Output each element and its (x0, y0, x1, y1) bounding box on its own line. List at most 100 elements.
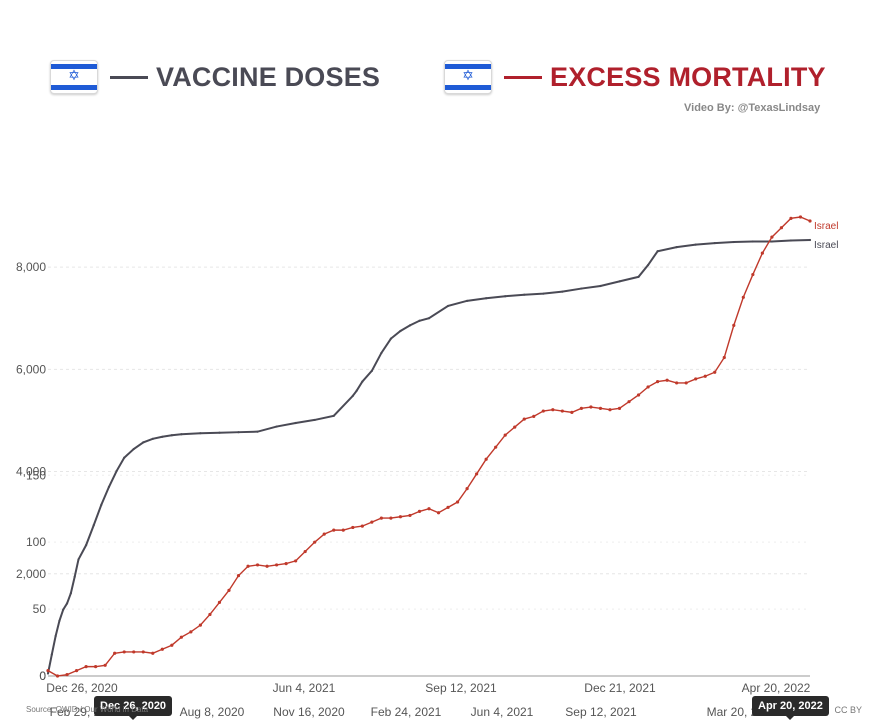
vaccine-title: VACCINE DOSES (156, 61, 381, 92)
vaccine-point (100, 503, 103, 506)
vaccine-point (713, 241, 716, 245)
vaccine-point (351, 394, 354, 397)
x-tick-label: Feb 24, 2021 (371, 705, 442, 719)
vaccine-point (675, 246, 678, 249)
mortality-point (598, 406, 603, 410)
vaccine-point (418, 319, 421, 322)
y-tick-label: 0 (39, 669, 46, 683)
x-tick-label: Jun 4, 2021 (471, 705, 534, 719)
vaccine-point (294, 421, 297, 425)
mortality-point (608, 408, 612, 412)
mortality-point (741, 295, 745, 299)
vaccine-point (504, 295, 507, 298)
mortality-point (532, 414, 536, 418)
vaccine-point (170, 434, 173, 437)
x-tick-label: Apr 20, 2022 (742, 681, 811, 695)
mortality-point (675, 381, 679, 385)
mortality-point (627, 400, 631, 404)
mortality-point (513, 425, 517, 429)
mortality-point (427, 507, 431, 511)
mortality-point (808, 219, 812, 223)
vaccine-series-line (47, 239, 811, 674)
source-note: Source: OWID / Our World in Data (26, 705, 149, 714)
vaccine-point (46, 672, 50, 675)
mortality-point (646, 385, 650, 389)
mortality-point (265, 564, 269, 568)
video-credit: Video By: @TexasLindsay (684, 102, 821, 114)
y-tick-label: 4,000 (16, 465, 46, 479)
mortality-point (503, 433, 507, 437)
vaccine-point (85, 544, 88, 547)
vaccine-point (237, 431, 240, 434)
vaccine-point (399, 329, 402, 333)
vaccine-point (218, 431, 221, 434)
mortality-point (436, 511, 441, 515)
y-tick-label: 2,000 (16, 567, 46, 581)
mortality-legend-line (504, 75, 542, 79)
israel-flag-icon: ✡ (444, 60, 492, 94)
mortality-point (103, 663, 107, 667)
vaccine-point (73, 575, 76, 578)
vaccine-point (355, 389, 358, 392)
mortality-point (770, 235, 774, 239)
hover-tag-left: Dec 26, 2020 (94, 696, 173, 720)
vaccine-point (77, 558, 80, 561)
x-tick-label: Jun 4, 2021 (273, 681, 336, 695)
mortality-point (665, 378, 669, 382)
hover-tag-right: Apr 20, 2022 (752, 696, 829, 720)
vaccine-point (485, 297, 488, 300)
mortality-point (313, 540, 317, 544)
mortality-point (484, 457, 488, 461)
vaccine-point (92, 524, 95, 527)
vaccine-point (694, 243, 697, 246)
mortality-point (170, 643, 174, 647)
mortality-point (132, 650, 136, 654)
mortality-point (475, 472, 479, 476)
mortality-point (541, 409, 545, 413)
vaccine-point (808, 238, 812, 242)
mortality-series-label: Israel (814, 221, 838, 232)
x-tick-label: Sep 12, 2021 (425, 681, 497, 695)
mortality-point (217, 600, 222, 604)
mortality-title: EXCESS MORTALITY (550, 61, 826, 92)
vaccine-point (151, 437, 154, 440)
vaccine-point (161, 435, 164, 438)
vaccine-point (427, 317, 431, 320)
mortality-point (179, 635, 183, 639)
mortality-point (722, 355, 726, 360)
mortality-point (579, 406, 584, 410)
vaccine-point (637, 275, 640, 278)
y-tick-label: 6,000 (16, 362, 46, 376)
vaccine-point (732, 240, 735, 244)
mortality-point (494, 445, 498, 449)
mortality-point (379, 516, 383, 520)
y-tick-label: 0 (39, 669, 46, 683)
vaccine-point (69, 592, 72, 595)
vaccine-point (770, 240, 774, 243)
mortality-point (94, 665, 98, 669)
mortality-point (446, 505, 450, 509)
header-mortality: ✡ EXCESS MORTALITY (444, 60, 826, 94)
vaccine-point (180, 433, 183, 436)
vaccine-point (256, 430, 259, 433)
mortality-point (275, 563, 279, 567)
mortality-point (798, 215, 803, 219)
mortality-point (551, 408, 555, 412)
y-tick-label: 150 (26, 468, 46, 482)
vaccine-point (65, 602, 69, 605)
x-tick-label: Dec 26, 2020 (46, 681, 118, 695)
mortality-point (113, 651, 117, 655)
mortality-point (389, 516, 393, 520)
x-tick-label: Aug 8, 2020 (180, 705, 245, 719)
mortality-point (465, 487, 469, 491)
mortality-point (360, 524, 364, 528)
vaccine-point (123, 456, 126, 459)
mortality-point (246, 564, 250, 568)
vaccine-legend-line (110, 75, 148, 79)
mortality-point (294, 559, 298, 563)
y-tick-label: 50 (33, 602, 47, 616)
mortality-point (560, 409, 564, 413)
israel-flag-icon: ✡ (50, 60, 98, 94)
mortality-point (408, 513, 412, 518)
